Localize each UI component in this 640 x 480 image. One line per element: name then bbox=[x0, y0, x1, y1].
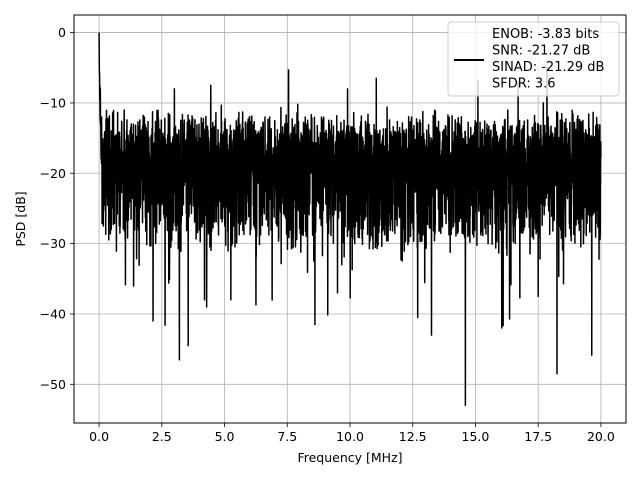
y-tick-label: −40 bbox=[40, 306, 66, 321]
y-tick-label: −20 bbox=[40, 166, 66, 181]
x-tick-label: 7.5 bbox=[277, 429, 297, 444]
legend-entry-enob: ENOB: -3.83 bits bbox=[492, 27, 599, 42]
axis-ticks: 0.0 2.5 5.0 7.5 10.0 12.5 15.0 17.5 20.0 0 −10 −20 −… bbox=[40, 25, 615, 444]
legend-entry-sfdr: SFDR: 3.6 bbox=[492, 77, 556, 92]
x-tick-label: 2.5 bbox=[152, 429, 172, 444]
y-tick-label: −50 bbox=[40, 377, 66, 392]
y-tick-label: 0 bbox=[58, 25, 66, 40]
series-area bbox=[98, 32, 602, 407]
y-tick-label: −10 bbox=[40, 95, 66, 110]
x-tick-label: 5.0 bbox=[215, 429, 235, 444]
x-axis-label: Frequency [MHz] bbox=[297, 450, 402, 465]
x-tick-label: 10.0 bbox=[336, 429, 364, 444]
legend: ENOB: -3.83 bits SNR: -21.27 dB SINAD: -… bbox=[447, 21, 620, 97]
legend-entry-sinad: SINAD: -21.29 dB bbox=[492, 60, 604, 75]
x-tick-label: 0.0 bbox=[89, 429, 109, 444]
x-tick-label: 15.0 bbox=[462, 429, 490, 444]
y-axis-label: PSD [dB] bbox=[13, 191, 28, 246]
x-tick-label: 20.0 bbox=[587, 429, 615, 444]
psd-series-line bbox=[98, 32, 602, 407]
x-tick-label: 17.5 bbox=[524, 429, 552, 444]
legend-box bbox=[447, 21, 620, 97]
x-tick-label: 12.5 bbox=[399, 429, 427, 444]
y-tick-label: −30 bbox=[40, 236, 66, 251]
legend-entry-snr: SNR: -21.27 dB bbox=[492, 44, 590, 59]
